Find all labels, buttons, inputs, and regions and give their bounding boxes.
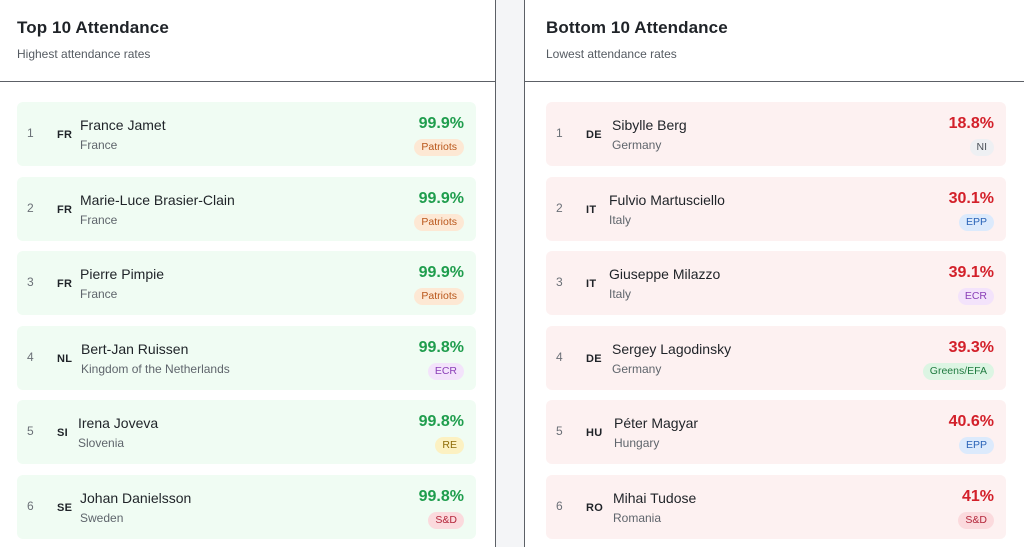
party-group-badge: EPP — [958, 213, 994, 231]
member-row[interactable]: 5 HU Péter Magyar Hungary 40.6% EPP — [546, 400, 1006, 464]
member-country: Italy — [609, 287, 632, 301]
party-group-badge: Patriots — [414, 213, 464, 231]
attendance-rate: 39.1% — [948, 264, 994, 281]
member-row[interactable]: 1 FR France Jamet France 99.9% Patriots — [17, 102, 476, 166]
member-rank: 4 — [556, 349, 563, 364]
member-row[interactable]: 3 IT Giuseppe Milazzo Italy 39.1% ECR — [546, 251, 1006, 315]
bottom-panel-title: Bottom 10 Attendance — [546, 18, 728, 37]
country-code: HU — [586, 427, 603, 439]
member-country: Sweden — [80, 510, 124, 525]
attendance-rate: 18.8% — [948, 115, 994, 132]
member-name: Pierre Pimpie — [80, 266, 165, 282]
member-row[interactable]: 2 FR Marie-Luce Brasier-Clain France 99.9% Pa… — [17, 176, 476, 241]
party-group-badge: RE — [435, 437, 464, 454]
member-rank: 3 — [27, 275, 34, 289]
bottom-panel-header: Bottom 10 Attendance Lowest attendance r… — [525, 0, 1024, 82]
member-name: Sergey Lagodinsky — [612, 340, 732, 357]
attendance-rate: 99.9% — [418, 115, 464, 132]
member-rank: 6 — [556, 498, 563, 513]
member-country: France — [80, 212, 118, 227]
member-row[interactable]: 4 DE Sergey Lagodinsky Germany 39.3% Greens/E… — [546, 325, 1006, 390]
member-name: France Jamet — [80, 117, 166, 133]
party-group-badge: NI — [969, 139, 994, 156]
bottom-attendance-panel: Bottom 10 Attendance Lowest attendance r… — [524, 0, 1024, 547]
country-code: DE — [586, 352, 602, 365]
country-code: DE — [586, 129, 602, 141]
member-row[interactable]: 4 NL Bert-Jan Ruissen Kingdom of the Nether… — [17, 325, 476, 390]
member-rank: 2 — [556, 200, 563, 215]
member-country: Slovenia — [78, 436, 125, 450]
member-name: Fulvio Martusciello — [609, 191, 725, 208]
party-group-badge: Patriots — [414, 139, 464, 156]
attendance-rate: 41% — [961, 487, 994, 505]
member-rank: 5 — [556, 424, 563, 438]
member-rank: 4 — [27, 349, 34, 364]
member-row[interactable]: 2 IT Fulvio Martusciello Italy 30.1% EPP — [546, 176, 1006, 241]
attendance-rate: 99.8% — [418, 413, 464, 430]
member-row[interactable]: 5 SI Irena Joveva Slovenia 99.8% RE — [17, 400, 476, 464]
member-country: Italy — [609, 212, 632, 227]
member-rank: 6 — [27, 498, 34, 513]
country-code: RO — [586, 501, 604, 514]
attendance-rate: 39.3% — [948, 338, 994, 356]
top-attendance-list: 1 FR France Jamet France 99.9% Patriots 2 FR Mar… — [17, 102, 476, 547]
member-country: Hungary — [614, 436, 660, 450]
member-country: France — [80, 287, 118, 301]
bottom-attendance-list: 1 DE Sibylle Berg Germany 18.8% NI 2 IT Fulvio M… — [546, 102, 1006, 547]
attendance-rate: 40.6% — [948, 413, 994, 430]
member-name: Marie-Luce Brasier-Clain — [80, 191, 235, 208]
party-group-badge: S&D — [428, 511, 464, 529]
attendance-rate: 99.9% — [418, 264, 464, 281]
attendance-rate: 99.8% — [418, 487, 464, 505]
attendance-rate: 99.8% — [418, 338, 464, 356]
country-code: SI — [57, 427, 68, 439]
party-group-badge: Greens/EFA — [922, 362, 994, 380]
country-code: SE — [57, 501, 73, 514]
member-row[interactable]: 6 SE Johan Danielsson Sweden 99.8% S&D — [17, 474, 476, 539]
party-group-badge: ECR — [957, 288, 994, 305]
member-row[interactable]: 6 RO Mihai Tudose Romania 41% S&D — [546, 474, 1006, 539]
member-country: Germany — [612, 361, 662, 376]
attendance-rate: 99.9% — [418, 189, 464, 207]
party-group-badge: ECR — [427, 362, 464, 380]
member-rank: 3 — [556, 275, 563, 289]
member-name: Irena Joveva — [78, 415, 159, 431]
country-code: IT — [586, 203, 597, 216]
member-row[interactable]: 1 DE Sibylle Berg Germany 18.8% NI — [546, 102, 1006, 166]
top-panel-header: Top 10 Attendance Highest attendance rat… — [0, 0, 495, 82]
country-code: FR — [57, 129, 73, 141]
member-name: Sibylle Berg — [612, 117, 687, 133]
party-group-badge: EPP — [958, 437, 994, 454]
country-code: NL — [57, 352, 73, 365]
country-code: FR — [57, 278, 73, 290]
top-panel-title: Top 10 Attendance — [17, 18, 169, 37]
top-panel-subtitle: Highest attendance rates — [17, 47, 151, 61]
member-country: Germany — [612, 138, 662, 152]
member-country: France — [80, 138, 118, 152]
member-rank: 2 — [27, 200, 34, 215]
member-name: Giuseppe Milazzo — [609, 266, 721, 282]
attendance-rate: 30.1% — [948, 189, 994, 207]
bottom-panel-subtitle: Lowest attendance rates — [546, 47, 677, 61]
member-country: Romania — [613, 510, 662, 525]
country-code: FR — [57, 203, 73, 216]
member-rank: 1 — [556, 126, 563, 140]
member-row[interactable]: 3 FR Pierre Pimpie France 99.9% Patriots — [17, 251, 476, 315]
party-group-badge: Patriots — [414, 288, 464, 305]
member-rank: 1 — [27, 126, 34, 140]
member-rank: 5 — [27, 424, 34, 438]
member-name: Péter Magyar — [614, 415, 699, 431]
member-name: Bert-Jan Ruissen — [81, 340, 189, 357]
member-country: Kingdom of the Netherlands — [81, 361, 230, 376]
country-code: IT — [586, 278, 597, 290]
member-name: Johan Danielsson — [80, 489, 192, 506]
member-name: Mihai Tudose — [613, 489, 697, 506]
top-attendance-panel: Top 10 Attendance Highest attendance rat… — [0, 0, 496, 547]
party-group-badge: S&D — [958, 511, 994, 529]
